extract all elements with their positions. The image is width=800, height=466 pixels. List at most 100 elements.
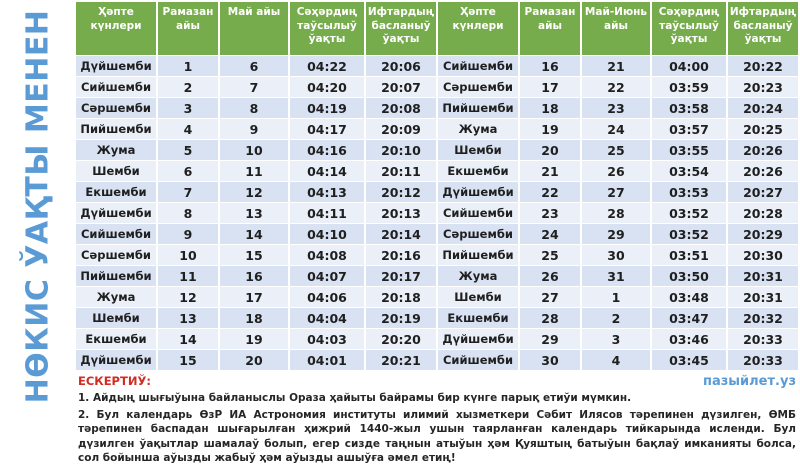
table-cell: 04:06 bbox=[290, 287, 364, 307]
day-cell: Екшемби bbox=[76, 182, 156, 202]
table-cell: 16 bbox=[520, 56, 580, 76]
day-cell: Дүйшемби bbox=[438, 329, 518, 349]
table-cell: 11 bbox=[220, 161, 288, 181]
timetable-left: Ҳәпте күнлери Рамазан айы Май айы Сәҳәрдиң … bbox=[76, 2, 436, 370]
table-cell: 20:23 bbox=[728, 77, 798, 97]
table-cell: 24 bbox=[582, 119, 650, 139]
table-cell: 9 bbox=[158, 224, 218, 244]
table-cell: 13 bbox=[220, 203, 288, 223]
table-cell: 20:31 bbox=[728, 266, 798, 286]
day-cell: Сәршемби bbox=[438, 77, 518, 97]
table-cell: 2 bbox=[158, 77, 218, 97]
day-cell: Шемби bbox=[76, 308, 156, 328]
table-cell: 20:09 bbox=[366, 119, 436, 139]
table-cell: 11 bbox=[158, 266, 218, 286]
table-cell: 12 bbox=[158, 287, 218, 307]
column-header: Ифтардың басланыў ўақты bbox=[366, 2, 436, 55]
day-cell: Жума bbox=[76, 287, 156, 307]
notes-label: ЕСКЕРТИЎ: bbox=[78, 374, 151, 388]
table-cell: 14 bbox=[158, 329, 218, 349]
table-cell: 30 bbox=[520, 350, 580, 370]
table-cell: 20:33 bbox=[728, 350, 798, 370]
day-cell: Сәршемби bbox=[438, 224, 518, 244]
table-cell: 04:11 bbox=[290, 203, 364, 223]
table-cell: 20:07 bbox=[366, 77, 436, 97]
column-header: Май айы bbox=[220, 2, 288, 55]
vertical-title-area: НӨКИС ЎАҚТЫ МЕНЕН bbox=[0, 0, 76, 412]
table-cell: 15 bbox=[220, 245, 288, 265]
table-cell: 3 bbox=[158, 98, 218, 118]
table-cell: 20:30 bbox=[728, 245, 798, 265]
timetables: Ҳәпте күнлери Рамазан айы Май айы Сәҳәрдиң … bbox=[76, 2, 798, 370]
table-cell: 03:53 bbox=[652, 182, 726, 202]
table-cell: 17 bbox=[520, 77, 580, 97]
note-item: 2. Бул календарь ӨзР ИА Астрономия инсти… bbox=[78, 408, 796, 465]
table-cell: 20:19 bbox=[366, 308, 436, 328]
table-cell: 03:58 bbox=[652, 98, 726, 118]
day-cell: Дүйшемби bbox=[438, 182, 518, 202]
column-header: Ҳәпте күнлери bbox=[76, 2, 156, 55]
table-cell: 29 bbox=[520, 329, 580, 349]
table-cell: 30 bbox=[582, 245, 650, 265]
table-cell: 19 bbox=[520, 119, 580, 139]
vertical-title: НӨКИС ЎАҚТЫ МЕНЕН bbox=[20, 9, 56, 403]
table-cell: 7 bbox=[158, 182, 218, 202]
table-cell: 20:16 bbox=[366, 245, 436, 265]
day-cell: Дүйшемби bbox=[76, 203, 156, 223]
table-cell: 20:12 bbox=[366, 182, 436, 202]
timetable-right: Ҳәпте күнлери Рамазан айы Май-Июнь айы Сәҳә… bbox=[438, 2, 798, 370]
table-cell: 04:07 bbox=[290, 266, 364, 286]
table-cell: 13 bbox=[158, 308, 218, 328]
table-cell: 10 bbox=[220, 140, 288, 160]
table-cell: 1 bbox=[158, 56, 218, 76]
table-cell: 20:24 bbox=[728, 98, 798, 118]
day-cell: Дүйшемби bbox=[76, 56, 156, 76]
day-cell: Жума bbox=[438, 266, 518, 286]
day-cell: Сийшемби bbox=[438, 56, 518, 76]
table-cell: 03:50 bbox=[652, 266, 726, 286]
day-cell: Жума bbox=[438, 119, 518, 139]
table-cell: 20 bbox=[220, 350, 288, 370]
table-cell: 20:18 bbox=[366, 287, 436, 307]
day-cell: Сийшемби bbox=[438, 203, 518, 223]
table-cell: 22 bbox=[520, 182, 580, 202]
table-cell: 5 bbox=[158, 140, 218, 160]
day-cell: Пийшемби bbox=[438, 98, 518, 118]
table-cell: 23 bbox=[582, 98, 650, 118]
column-header: Рамазан айы bbox=[158, 2, 218, 55]
day-cell: Дүйшемби bbox=[76, 350, 156, 370]
table-cell: 03:54 bbox=[652, 161, 726, 181]
table-cell: 20:26 bbox=[728, 161, 798, 181]
table-cell: 20:20 bbox=[366, 329, 436, 349]
table-cell: 20:33 bbox=[728, 329, 798, 349]
table-cell: 04:14 bbox=[290, 161, 364, 181]
table-cell: 03:52 bbox=[652, 203, 726, 223]
table-cell: 03:52 bbox=[652, 224, 726, 244]
table-cell: 20:31 bbox=[728, 287, 798, 307]
column-header: Май-Июнь айы bbox=[582, 2, 650, 55]
table-cell: 2 bbox=[582, 308, 650, 328]
table-cell: 03:45 bbox=[652, 350, 726, 370]
day-cell: Екшемби bbox=[76, 329, 156, 349]
table-cell: 18 bbox=[220, 308, 288, 328]
note-item: 1. Айдың шығыўына байланыслы Ораза ҳайыт… bbox=[78, 392, 632, 404]
day-cell: Жума bbox=[76, 140, 156, 160]
table-cell: 21 bbox=[520, 161, 580, 181]
day-cell: Сийшемби bbox=[438, 350, 518, 370]
table-cell: 8 bbox=[158, 203, 218, 223]
table-cell: 15 bbox=[158, 350, 218, 370]
table-cell: 20:13 bbox=[366, 203, 436, 223]
column-header: Рамазан айы bbox=[520, 2, 580, 55]
footer-notes: ЕСКЕРТИЎ: пазыйлет.уз 1. Айдың шығыўына … bbox=[78, 374, 796, 466]
table-cell: 27 bbox=[582, 182, 650, 202]
day-cell: Сәршемби bbox=[76, 245, 156, 265]
table-cell: 1 bbox=[582, 287, 650, 307]
table-cell: 20 bbox=[520, 140, 580, 160]
table-cell: 27 bbox=[520, 287, 580, 307]
table-cell: 17 bbox=[220, 287, 288, 307]
table-cell: 26 bbox=[520, 266, 580, 286]
table-cell: 8 bbox=[220, 98, 288, 118]
table-cell: 20:06 bbox=[366, 56, 436, 76]
table-cell: 4 bbox=[158, 119, 218, 139]
table-cell: 9 bbox=[220, 119, 288, 139]
